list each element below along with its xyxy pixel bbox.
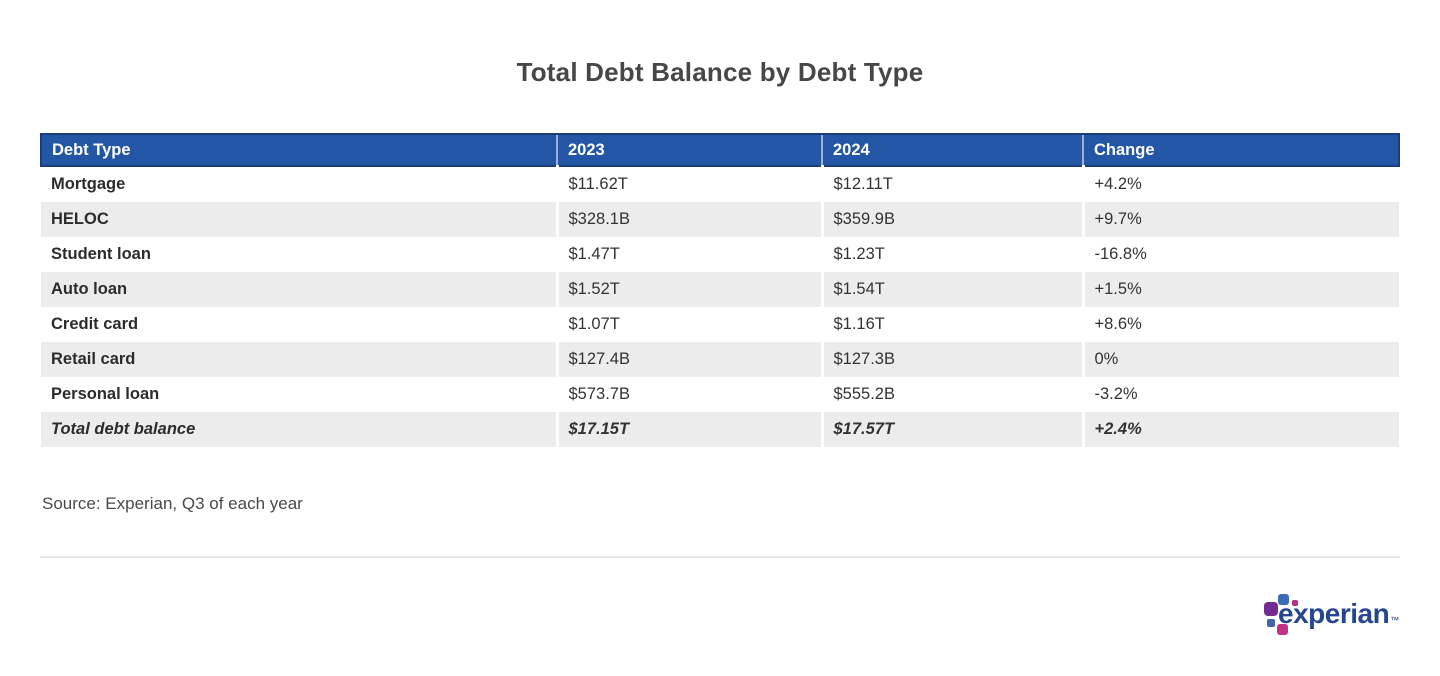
table-row-total: Total debt balance $17.15T $17.57T +2.4% xyxy=(41,412,1399,447)
row-label: Auto loan xyxy=(51,280,128,298)
logo-square-magenta-small-icon xyxy=(1292,600,1298,606)
value-2024: $1.16T xyxy=(820,307,1083,342)
value-2023: $1.07T xyxy=(555,307,822,342)
column-header-change: Change xyxy=(1082,133,1400,167)
value-2024: $555.2B xyxy=(820,377,1083,412)
table-row-mortgage: Mortgage $11.62T $12.11T +4.2% xyxy=(41,166,1399,202)
value-2024: $127.3B xyxy=(820,342,1083,377)
experian-logo: experian™ xyxy=(1263,591,1399,641)
table-header-row: Debt Type 2023 2024 Change xyxy=(40,133,1400,167)
table-row-retail-card: Retail card $127.4B $127.3B 0% xyxy=(41,342,1399,377)
table-row-personal-loan: Personal loan $573.7B $555.2B -3.2% xyxy=(41,377,1399,412)
value-change: +4.2% xyxy=(1081,166,1399,202)
row-label: Total debt balance xyxy=(51,420,196,438)
logo-square-blue-small-icon xyxy=(1267,619,1275,627)
value-2023: $1.47T xyxy=(555,237,822,272)
logo-square-blue-icon xyxy=(1278,594,1289,605)
value-2023: $127.4B xyxy=(555,342,822,377)
logo-wordmark: experian™ xyxy=(1278,598,1399,629)
source-note: Source: Experian, Q3 of each year xyxy=(42,494,303,513)
table-row-credit-card: Credit card $1.07T $1.16T +8.6% xyxy=(41,307,1399,342)
value-change: +2.4% xyxy=(1081,412,1399,447)
table-row-auto-loan: Auto loan $1.52T $1.54T +1.5% xyxy=(41,272,1399,307)
value-2023: $328.1B xyxy=(555,202,822,237)
value-2024: $359.9B xyxy=(820,202,1083,237)
row-label: Personal loan xyxy=(51,385,160,403)
logo-square-purple-icon xyxy=(1264,602,1278,616)
column-header-2023: 2023 xyxy=(556,133,822,167)
value-2024: $12.11T xyxy=(820,166,1083,202)
column-header-2024: 2024 xyxy=(821,133,1083,167)
row-label: Student loan xyxy=(51,245,151,263)
logo-trademark: ™ xyxy=(1390,615,1399,625)
row-label: Credit card xyxy=(51,315,139,333)
value-2024: $17.57T xyxy=(820,412,1083,447)
value-2023: $17.15T xyxy=(555,412,822,447)
value-change: +8.6% xyxy=(1081,307,1399,342)
value-change: +1.5% xyxy=(1081,272,1399,307)
value-2023: $11.62T xyxy=(555,166,822,202)
column-header-debt-type: Debt Type xyxy=(40,133,557,167)
table-row-student-loan: Student loan $1.47T $1.23T -16.8% xyxy=(41,237,1399,272)
table-row-heloc: HELOC $328.1B $359.9B +9.7% xyxy=(41,202,1399,237)
value-change: -3.2% xyxy=(1081,377,1399,412)
value-2024: $1.54T xyxy=(820,272,1083,307)
value-change: 0% xyxy=(1081,342,1399,377)
row-label: HELOC xyxy=(51,210,109,228)
value-2024: $1.23T xyxy=(820,237,1083,272)
page-title: Total Debt Balance by Debt Type xyxy=(516,57,924,87)
value-2023: $573.7B xyxy=(555,377,822,412)
value-change: -16.8% xyxy=(1081,237,1399,272)
debt-balance-table: Debt Type 2023 2024 Change Mortgage $11.… xyxy=(40,133,1400,447)
value-2023: $1.52T xyxy=(555,272,822,307)
row-label: Retail card xyxy=(51,350,136,368)
value-change: +9.7% xyxy=(1081,202,1399,237)
divider xyxy=(40,556,1400,558)
row-label: Mortgage xyxy=(51,175,126,193)
logo-square-magenta-icon xyxy=(1277,624,1288,635)
